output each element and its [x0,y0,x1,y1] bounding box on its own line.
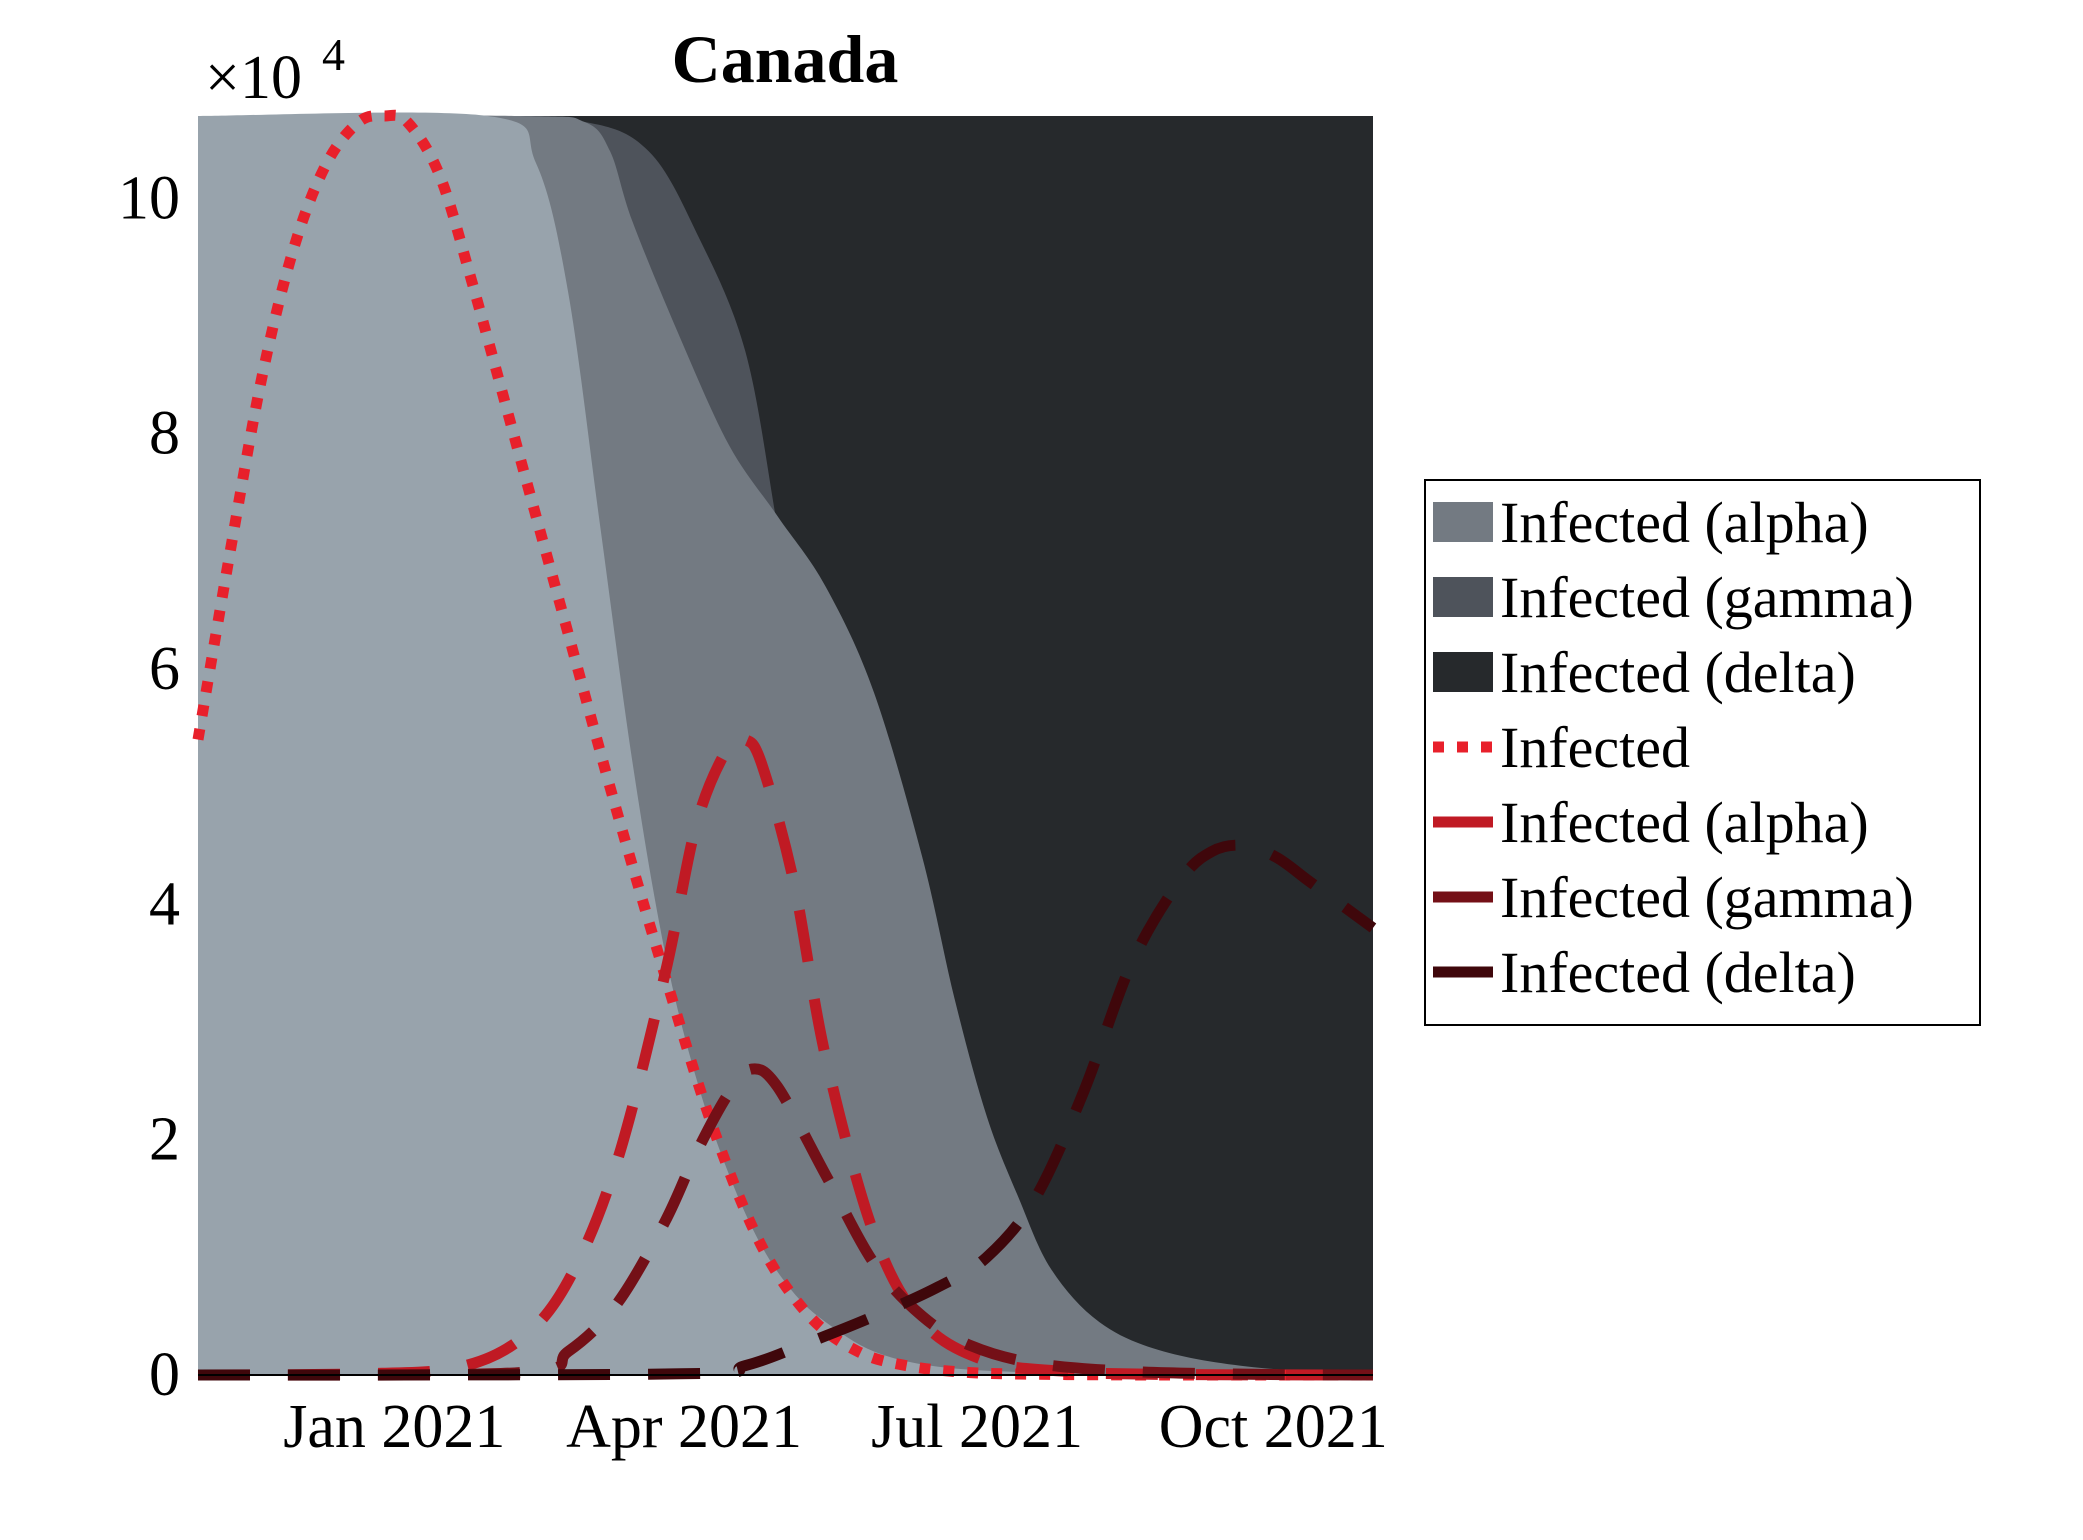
infected-curves [192,109,1377,1381]
y-tick-label: 10 [118,164,180,232]
line-infected [192,109,1374,1381]
variant-share-areas [198,112,1373,1376]
y-multiplier-exponent: 4 [322,29,345,80]
legend-box [1424,479,1981,1026]
legend-label: Infected [1500,715,1690,780]
y-tick-label: 4 [149,870,180,938]
x-tick-label: Jul 2021 [871,1393,1083,1461]
legend-label: Infected (alpha) [1500,490,1869,555]
x-tick-label: Oct 2021 [1159,1393,1388,1461]
x-tick-label: Apr 2021 [566,1393,802,1461]
line-infected-alpha [197,730,1374,1381]
x-tick-label: Jan 2021 [283,1393,505,1461]
legend: Infected (alpha) Infected (gamma) Infected… [1424,479,1981,1026]
legend-swatch [1433,652,1493,692]
axes: 0 2 4 6 8 10 Jan 2021 Apr 2021 Jul 2021 Oct 2021 [118,164,1388,1461]
y-tick-label: 2 [149,1106,180,1174]
y-multiplier-base: ×10 [205,44,302,112]
legend-label: Infected (delta) [1500,940,1856,1005]
legend-swatch [1433,502,1493,542]
y-tick-label: 8 [149,400,180,468]
legend-label: Infected (gamma) [1500,865,1914,930]
legend-label: Infected (alpha) [1500,790,1869,855]
line-infected-delta [197,839,1377,1381]
legend-swatch [1433,577,1493,617]
y-tick-label: 6 [149,635,180,703]
y-multiplier: ×10 4 [205,29,345,112]
y-tick-label: 0 [149,1341,180,1409]
chart-title: Canada [672,21,899,97]
legend-label: Infected (gamma) [1500,565,1914,630]
line-infected-gamma [197,1063,1374,1381]
legend-label: Infected (delta) [1500,640,1856,705]
area-base [198,112,1373,1376]
